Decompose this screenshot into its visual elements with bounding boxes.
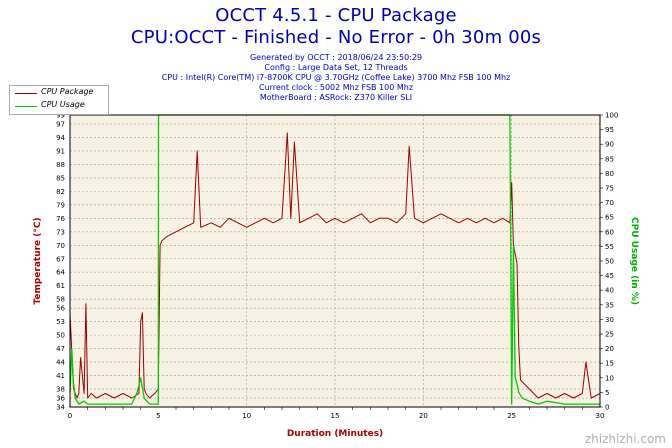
y-tick-label: 73 (56, 228, 65, 236)
y-tick-label: 94 (56, 134, 65, 142)
watermark: zhizhizhi.com (584, 432, 666, 446)
y-tick-label: 50 (56, 332, 65, 340)
y2-tick-label: 35 (605, 301, 614, 309)
y-tick-label: 91 (56, 147, 65, 155)
y-tick-label: 88 (56, 161, 65, 169)
info-generated: Generated by OCCT : 2018/06/24 23:50:29 (249, 53, 423, 62)
legend-item-cpu-package: CPU Package (10, 87, 108, 99)
x-tick-label: 5 (156, 412, 160, 420)
y2-tick-label: 20 (605, 345, 614, 353)
y-tick-label: 99 (56, 112, 65, 120)
y2-tick-label: 30 (605, 316, 614, 324)
y2-tick-label: 95 (605, 126, 614, 134)
y2-tick-label: 90 (605, 141, 614, 149)
y2-axis-ticks: 0 5 10 15 20 25 30 35 40 45 50 55 60 65 70 75 80 85 90 95 10… (600, 112, 618, 412)
x-tick-label: 0 (68, 412, 72, 420)
y2-tick-label: 65 (605, 214, 614, 222)
legend-item-cpu-usage: CPU Usage (10, 100, 108, 112)
y2-tick-label: 55 (605, 243, 614, 251)
y-tick-label: 38 (56, 386, 65, 394)
y2-tick-label: 80 (605, 170, 614, 178)
y-tick-label: 34 (56, 404, 65, 412)
y2-tick-label: 75 (605, 185, 614, 193)
y-tick-label: 56 (56, 305, 65, 313)
y-tick-label: 58 (56, 296, 65, 304)
y-tick-label: 85 (56, 174, 65, 182)
x-axis-ticks: 0 5 10 15 20 25 30 (68, 407, 605, 420)
chart-title: OCCT 4.5.1 - CPU Package (215, 5, 457, 26)
x-tick-label: 20 (419, 412, 428, 420)
y2-tick-label: 10 (605, 374, 614, 382)
x-tick-label: 15 (331, 412, 340, 420)
y-tick-label: 76 (56, 215, 65, 223)
y-tick-label: 61 (56, 282, 65, 290)
y-tick-label: 97 (56, 120, 65, 128)
y2-tick-label: 85 (605, 155, 614, 163)
x-tick-label: 30 (596, 412, 605, 420)
info-motherboard: MotherBoard : ASRock: Z370 Killer SLI (259, 93, 413, 102)
series-group (69, 114, 601, 405)
y2-tick-label: 0 (605, 404, 609, 412)
legend-label-cpu-package: CPU Package (41, 87, 94, 96)
y-axis-label: Temperature (°C) (33, 217, 43, 304)
y-tick-label: 82 (56, 188, 65, 196)
legend: CPU Package CPU Usage (9, 85, 109, 115)
x-tick-label: 25 (507, 412, 516, 420)
plot-frame (69, 114, 601, 408)
y2-tick-label: 100 (605, 112, 618, 120)
y-tick-label: 70 (56, 242, 65, 250)
y-tick-label: 64 (56, 269, 65, 277)
y2-tick-label: 25 (605, 331, 614, 339)
x-tick-label: 10 (242, 412, 251, 420)
x-axis-label: Duration (Minutes) (287, 429, 383, 439)
y-tick-label: 36 (56, 395, 65, 403)
y2-tick-label: 15 (605, 360, 614, 368)
y-tick-label: 47 (56, 345, 65, 353)
y-tick-label: 41 (56, 372, 65, 380)
y2-tick-label: 40 (605, 287, 614, 295)
y2-tick-label: 70 (605, 199, 614, 207)
legend-swatch-cpu-usage (15, 106, 37, 107)
y-tick-label: 79 (56, 201, 65, 209)
series-line-cpu-usage (69, 114, 600, 405)
y-tick-label: 53 (56, 318, 65, 326)
chart-subtitle: CPU:OCCT - Finished - No Error - 0h 30m … (130, 27, 542, 48)
y2-axis-label: CPU Usage (in %) (629, 217, 639, 305)
y2-tick-label: 45 (605, 272, 614, 280)
y2-tick-label: 60 (605, 228, 614, 236)
info-config: Config : Large Data Set, 12 Threads (264, 63, 408, 72)
y2-tick-label: 50 (605, 258, 614, 266)
info-cpu: CPU : Intel(R) Core(TM) i7-8700K CPU @ 3… (161, 73, 511, 82)
legend-label-cpu-usage: CPU Usage (41, 100, 85, 109)
legend-swatch-cpu-package (15, 93, 37, 94)
info-clock: Current clock : 5002 Mhz FSB 100 Mhz (258, 83, 414, 92)
y-tick-label: 44 (56, 359, 65, 367)
y-tick-label: 67 (56, 255, 65, 263)
y2-tick-label: 5 (605, 389, 609, 397)
